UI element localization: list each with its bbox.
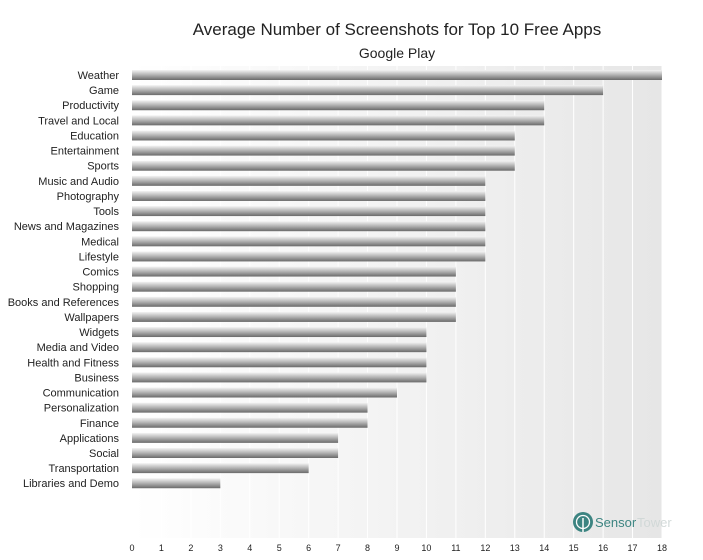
bar — [132, 402, 368, 413]
bar — [132, 327, 427, 338]
category-labels: Weather Game Productivity Travel and Local E… — [8, 70, 120, 490]
bar — [132, 281, 456, 292]
bar — [132, 70, 662, 80]
bar — [132, 296, 456, 307]
chart-subtitle: Google Play — [359, 45, 435, 61]
category-label: Finance — [80, 418, 119, 430]
bar — [132, 448, 339, 458]
x-tick-labels: 0 1 2 3 4 5 6 7 8 9 10 11 12 13 14 15 16 17 18 — [129, 543, 667, 553]
category-label: Applications — [60, 433, 120, 445]
x-tick-label: 10 — [421, 543, 431, 553]
bar — [132, 130, 515, 141]
category-label: Health and Fitness — [27, 357, 119, 369]
category-label: Music and Audio — [38, 176, 119, 188]
watermark-text-tower: Tower — [637, 515, 672, 530]
category-label: Social — [89, 448, 119, 460]
bar — [132, 357, 427, 368]
bar — [132, 145, 515, 156]
bar — [132, 342, 427, 353]
bar — [132, 478, 221, 489]
category-label: Transportation — [48, 463, 119, 475]
category-label: Productivity — [62, 100, 119, 112]
category-label: Sports — [87, 161, 119, 173]
bar — [132, 160, 515, 171]
category-label: Shopping — [73, 282, 120, 294]
x-tick-label: 13 — [510, 543, 520, 553]
category-label: Weather — [78, 70, 120, 82]
x-tick-label: 2 — [188, 543, 193, 553]
bar — [132, 85, 604, 96]
category-label: Wallpapers — [64, 312, 119, 324]
category-label: Comics — [82, 267, 119, 279]
bar — [132, 206, 486, 217]
category-label: Travel and Local — [38, 115, 119, 127]
bar — [132, 175, 486, 186]
category-label: Business — [74, 372, 119, 384]
category-label: News and Magazines — [14, 221, 120, 233]
category-label: Personalization — [44, 403, 119, 415]
bar — [132, 417, 368, 428]
x-tick-label: 11 — [451, 543, 460, 553]
bar — [132, 221, 486, 232]
category-label: Lifestyle — [79, 251, 119, 263]
bar — [132, 311, 456, 322]
x-tick-label: 16 — [598, 543, 608, 553]
bar — [132, 387, 397, 398]
sensor-tower-watermark: Sensor Tower — [573, 512, 672, 532]
x-tick-label: 0 — [129, 543, 134, 553]
x-tick-label: 8 — [365, 543, 370, 553]
watermark-text-sensor: Sensor — [595, 515, 637, 530]
category-label: Books and References — [8, 297, 120, 309]
category-label: Medical — [81, 236, 119, 248]
category-label: Game — [89, 85, 119, 97]
category-label: Widgets — [79, 327, 119, 339]
category-label: Photography — [57, 191, 120, 203]
bar — [132, 236, 486, 247]
category-label: Education — [70, 130, 119, 142]
bar — [132, 463, 309, 474]
x-tick-label: 4 — [247, 543, 252, 553]
x-tick-label: 9 — [394, 543, 399, 553]
category-label: Media and Video — [37, 342, 119, 354]
x-tick-label: 7 — [336, 543, 341, 553]
category-label: Libraries and Demo — [23, 478, 119, 490]
x-tick-label: 18 — [657, 543, 667, 553]
category-label: Tools — [93, 206, 119, 218]
x-tick-label: 3 — [218, 543, 223, 553]
x-tick-label: 12 — [480, 543, 490, 553]
bar — [132, 115, 545, 126]
category-label: Entertainment — [51, 146, 119, 158]
bar — [132, 251, 486, 262]
bar — [132, 432, 339, 443]
x-tick-label: 15 — [569, 543, 579, 553]
bar — [132, 372, 427, 383]
bar — [132, 190, 486, 201]
bar — [132, 266, 456, 277]
sensor-tower-logo-icon — [573, 512, 593, 532]
chart-title: Average Number of Screenshots for Top 10… — [193, 20, 602, 39]
x-tick-label: 5 — [277, 543, 282, 553]
bars — [132, 70, 662, 489]
x-tick-label: 6 — [306, 543, 311, 553]
bar — [132, 100, 545, 111]
x-tick-label: 1 — [159, 543, 164, 553]
category-label: Communication — [43, 388, 119, 400]
x-tick-label: 14 — [539, 543, 549, 553]
x-tick-label: 17 — [628, 543, 638, 553]
